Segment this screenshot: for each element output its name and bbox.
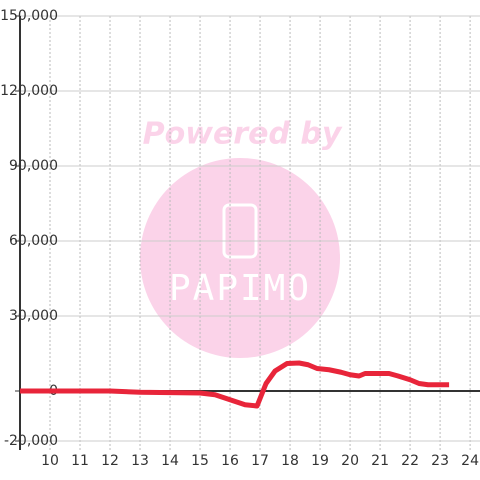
x-tick-label: 24 <box>461 453 479 469</box>
y-tick-label: 60,000 <box>9 233 58 249</box>
data-line <box>20 360 450 409</box>
watermark-text: Powered by <box>143 117 343 152</box>
x-tick-label: 16 <box>221 453 239 469</box>
y-tick-label: 150,000 <box>0 8 58 24</box>
watermark-logo: PAPIMO <box>169 268 311 309</box>
x-tick-label: 15 <box>191 453 209 469</box>
y-tick-label: 90,000 <box>9 158 58 174</box>
x-tick-label: 21 <box>371 453 389 469</box>
x-tick-label: 22 <box>401 453 419 469</box>
watermark-icon <box>222 203 258 259</box>
x-tick-label: 10 <box>41 453 59 469</box>
y-tick-label: 30,000 <box>9 308 58 324</box>
x-tick-label: 23 <box>431 453 449 469</box>
x-tick-label: 13 <box>131 453 149 469</box>
x-tick-label: 20 <box>341 453 359 469</box>
x-tick-label: 11 <box>71 453 89 469</box>
y-tick-label: -20,000 <box>4 433 58 449</box>
x-tick-label: 19 <box>311 453 329 469</box>
x-tick-label: 17 <box>251 453 269 469</box>
x-tick-label: 12 <box>101 453 119 469</box>
x-tick-label: 14 <box>161 453 179 469</box>
x-tick-label: 18 <box>281 453 299 469</box>
y-tick-label: 120,000 <box>0 83 58 99</box>
